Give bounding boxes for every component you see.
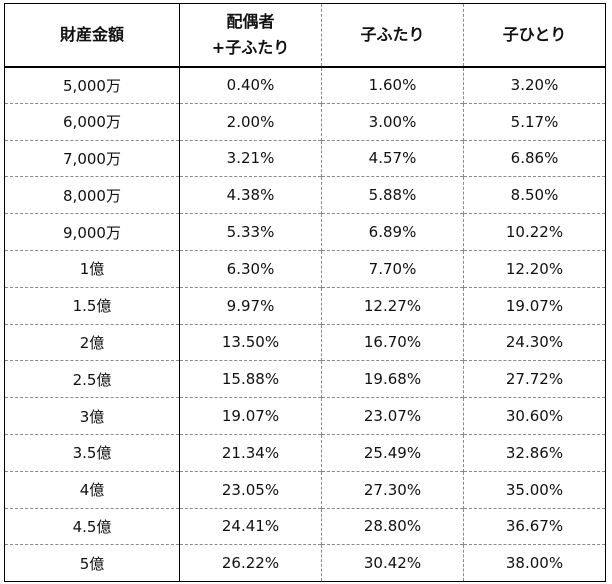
cell-asset-amount: 5億 [4,544,180,582]
table-row: 8,000万 4.38% 5.88% 8.50% [4,176,606,214]
cell-spouse-two-children: 21.34% [179,433,322,472]
cell-one-child: 36.67% [463,507,606,545]
table-row: 7,000万 3.21% 4.57% 6.86% [4,139,606,177]
cell-asset-amount: 1億 [4,249,180,288]
cell-two-children: 6.89% [321,213,464,251]
cell-spouse-two-children: 2.00% [179,102,322,141]
header-one-child: 子ひとり [463,3,606,68]
cell-one-child: 27.72% [463,360,606,398]
cell-two-children: 1.60% [321,66,464,104]
cell-asset-amount: 9,000万 [4,213,180,251]
table-row: 9,000万 5.33% 6.89% 10.22% [4,213,606,251]
table-row: 1.5億 9.97% 12.27% 19.07% [4,286,606,325]
cell-one-child: 3.20% [510,76,559,95]
header-spouse-line1: 配偶者 [226,11,275,31]
cell-one-child: 12.20% [463,249,606,288]
table-row: 5,000万 0.40% 1.60% 3.20% [4,66,606,104]
cell-spouse-two-children: 3.21% [179,139,322,177]
cell-two-children: 25.49% [321,433,464,472]
cell-spouse-two-children: 0.40% [179,66,322,104]
cell-asset-amount: 4.5億 [4,507,180,545]
cell-spouse-two-children: 4.38% [179,176,322,214]
cell-two-children: 12.27% [321,286,464,325]
table-body: 5,000万 0.40% 1.60% 3.20% 6,000万 2.00% 3.00% 5.1… [4,66,606,582]
cell-two-children: 16.70% [321,323,464,361]
tax-rate-table-container: 財産金額 配偶者 +子ふたり 子ふたり 子ひとり 5,000万 0.40% 1.60… [4,3,606,583]
cell-one-child: 8.50% [463,176,606,214]
cell-two-children: 30.42% [321,544,464,582]
cell-spouse-two-children: 6.30% [179,249,322,288]
header-row: 財産金額 配偶者 +子ふたり 子ふたり 子ひとり [4,3,606,68]
cell-two-children: 23.07% [321,397,464,435]
cell-asset-amount: 5,000万 [4,66,180,104]
cell-spouse-two-children: 5.33% [179,213,322,251]
table-row: 4.5億 24.41% 28.80% 36.67% [4,507,606,545]
cell-asset-amount: 2.5億 [4,360,180,398]
cell-asset-amount: 7,000万 [4,139,180,177]
table-header: 財産金額 配偶者 +子ふたり 子ふたり 子ひとり [4,3,606,68]
cell-two-children: 4.57% [321,139,464,177]
table-row: 2.5億 15.88% 19.68% 27.72% [4,360,606,398]
cell-one-child: 10.22% [463,213,606,251]
header-spouse-two-children: 配偶者 +子ふたり [179,3,322,68]
cell-spouse-two-children: 13.50% [179,323,322,361]
cell-spouse-two-children: 24.41% [179,507,322,545]
cell-one-child: 35.00% [463,470,606,509]
header-two-children: 子ふたり [321,3,464,68]
tax-rate-table: 財産金額 配偶者 +子ふたり 子ふたり 子ひとり 5,000万 0.40% 1.60… [4,3,606,583]
cell-two-children: 3.00% [321,102,464,141]
table-row: 3.5億 21.34% 25.49% 32.86% [4,433,606,472]
cell-two-children: 28.80% [321,507,464,545]
cell-spouse-two-children: 26.22% [179,544,322,582]
cell-asset-amount: 2億 [4,323,180,361]
cell-one-child: 24.30% [463,323,606,361]
cell-asset-amount: 3.5億 [4,433,180,472]
cell-asset-amount: 8,000万 [4,176,180,214]
cell-asset-amount: 4億 [4,470,180,509]
table-row: 5億 26.22% 30.42% 38.00% [4,544,606,582]
cell-spouse-two-children: 15.88% [179,360,322,398]
cell-one-child: 6.86% [463,139,606,177]
table-row: 1億 6.30% 7.70% 12.20% [4,249,606,288]
cell-one-child: 38.00% [463,544,606,582]
cell-two-children: 5.88% [321,176,464,214]
cell-one-child: 5.17% [463,102,606,141]
cell-asset-amount: 6,000万 [4,102,180,141]
table-row: 2億 13.50% 16.70% 24.30% [4,323,606,361]
table-row: 6,000万 2.00% 3.00% 5.17% [4,102,606,141]
cell-two-children: 27.30% [321,470,464,509]
table-row: 4億 23.05% 27.30% 35.00% [4,470,606,509]
cell-one-child: 19.07% [463,286,606,325]
cell-one-child: 32.86% [463,433,606,472]
header-asset-amount: 財産金額 [4,3,180,68]
cell-spouse-two-children: 19.07% [179,397,322,435]
cell-asset-amount: 3億 [4,397,180,435]
cell-one-child: 30.60% [463,397,606,435]
cell-asset-amount: 1.5億 [4,286,180,325]
cell-spouse-two-children: 23.05% [179,470,322,509]
cell-spouse-two-children: 9.97% [179,286,322,325]
cell-two-children: 19.68% [321,360,464,398]
header-spouse-line2: +子ふたり [211,37,290,57]
table-row: 3億 19.07% 23.07% 30.60% [4,397,606,435]
cell-two-children: 7.70% [321,249,464,288]
